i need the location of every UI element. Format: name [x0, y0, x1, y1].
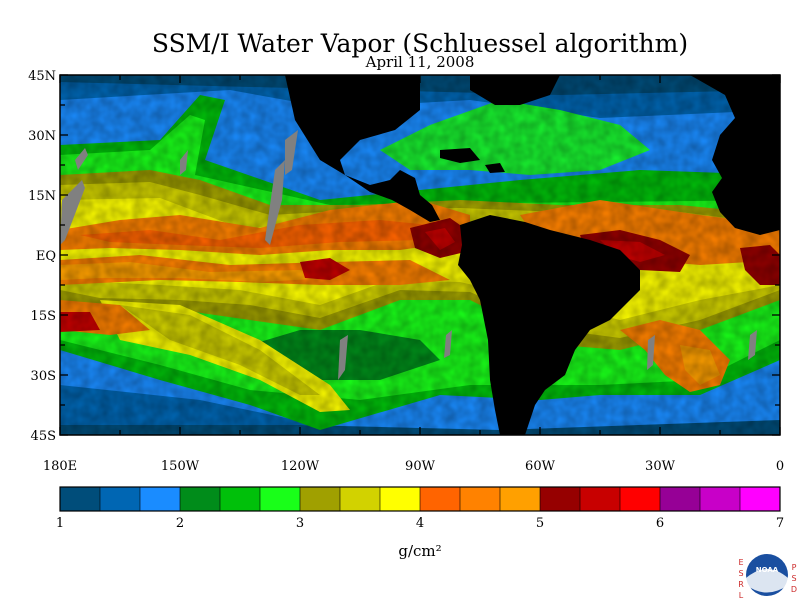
colorbar-tick-label: 5 [536, 516, 544, 531]
colorbar-swatch [340, 487, 381, 511]
colorbar-tick-label: 4 [416, 516, 424, 531]
lat-label: 15S [31, 309, 56, 324]
lon-label: 150W [161, 459, 200, 474]
colorbar [59, 486, 781, 512]
colorbar-swatch [540, 487, 581, 511]
lat-label: EQ [36, 249, 56, 264]
lon-label: 0 [776, 459, 784, 474]
colorbar-swatch [300, 487, 341, 511]
colorbar-swatch [420, 487, 461, 511]
colorbar-tick-labels: 1 2 3 4 5 6 7 [56, 516, 784, 531]
logo-letter: S [738, 569, 743, 578]
lat-label: 30S [31, 369, 56, 384]
logo-letter: E [738, 558, 743, 567]
lat-label: 45S [31, 429, 56, 444]
colorbar-swatch [500, 487, 541, 511]
lon-label: 60W [525, 459, 556, 474]
lat-label: 15N [28, 189, 56, 204]
map-ticks [59, 74, 781, 436]
lat-label: 30N [28, 129, 56, 144]
colorbar-swatch [140, 487, 181, 511]
colorbar-unit-label: g/cm² [398, 542, 441, 560]
logo-letter: D [791, 585, 797, 594]
lat-label: 45N [28, 69, 56, 84]
colorbar-swatch [580, 487, 621, 511]
colorbar-swatch [700, 487, 741, 511]
water-vapor-field [60, 75, 780, 435]
map-title: SSM/I Water Vapor (Schluessel algorithm) [152, 29, 688, 58]
logo-letter: P [792, 563, 797, 572]
colorbar-tick-label: 7 [776, 516, 784, 531]
lon-label: 180E [43, 459, 77, 474]
lon-label: 30W [645, 459, 676, 474]
colorbar-swatch [380, 487, 421, 511]
latitude-labels: 45N 30N 15N EQ 15S 30S 45S [28, 69, 56, 444]
colorbar-swatch [220, 487, 261, 511]
noaa-logo-text: NOAA [756, 566, 779, 574]
colorbar-swatch [660, 487, 701, 511]
colorbar-tick-label: 3 [296, 516, 304, 531]
colorbar-swatch [620, 487, 661, 511]
logo-letters-right: PSD [791, 563, 797, 594]
colorbar-swatch [260, 487, 301, 511]
colorbar-swatch [460, 487, 501, 511]
colorbar-tick-label: 6 [656, 516, 664, 531]
colorbar-tick-label: 1 [56, 516, 64, 531]
logo-letter: R [738, 580, 744, 589]
colorbar-swatch [180, 487, 221, 511]
lon-label: 120W [281, 459, 320, 474]
lon-label: 90W [405, 459, 436, 474]
logo-letter: L [739, 591, 744, 600]
colorbar-tick-label: 2 [176, 516, 184, 531]
colorbar-swatch [740, 487, 781, 511]
colorbar-swatch [100, 487, 141, 511]
colorbar-swatch [60, 487, 101, 511]
logo-letter: S [791, 574, 796, 583]
longitude-labels: 180E 150W 120W 90W 60W 30W 0 [43, 459, 784, 474]
map-date: April 11, 2008 [365, 53, 475, 71]
